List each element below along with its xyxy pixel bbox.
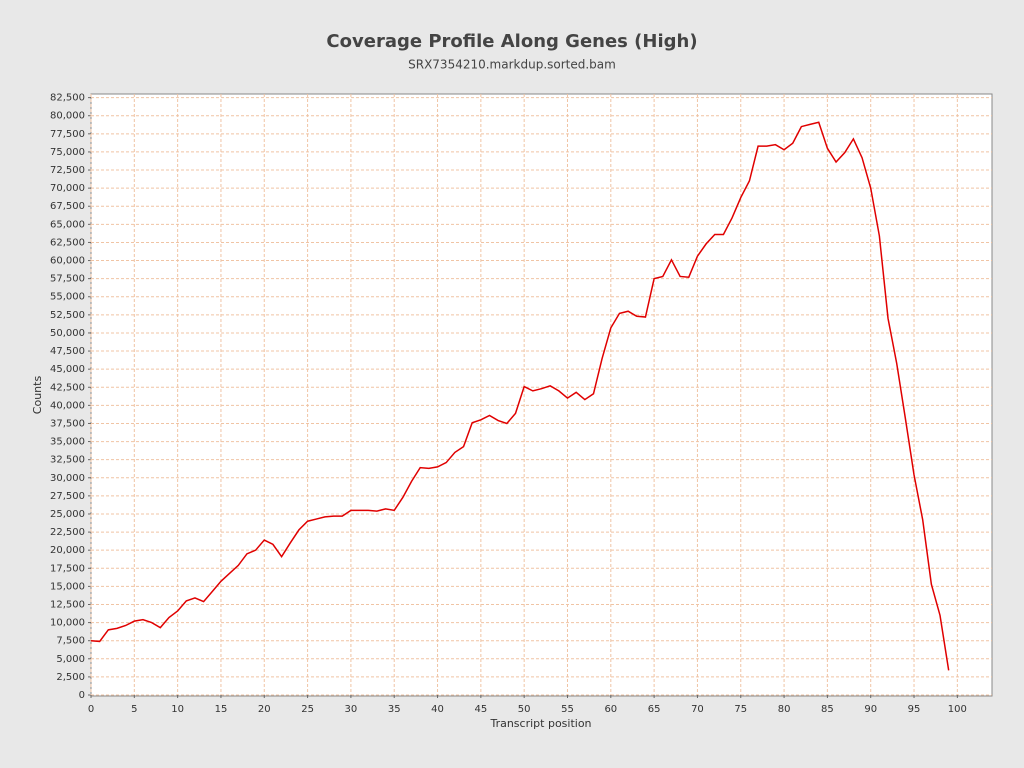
y-tick-label: 65,000	[50, 219, 85, 230]
x-axis-label: Transcript position	[489, 717, 591, 730]
y-tick-label: 37,500	[50, 418, 85, 429]
plot-area	[90, 93, 993, 697]
y-tick-label: 25,000	[50, 509, 85, 520]
y-tick-label: 15,000	[50, 581, 85, 592]
y-tick-label: 75,000	[50, 147, 85, 158]
y-axis-label: Counts	[31, 376, 44, 415]
x-tick-label: 55	[561, 704, 574, 715]
x-tick-label: 85	[821, 704, 834, 715]
y-tick-label: 62,500	[50, 237, 85, 248]
y-tick-label: 52,500	[50, 310, 85, 321]
y-tick-label: 27,500	[50, 491, 85, 502]
x-tick-label: 40	[431, 704, 444, 715]
y-tick-label: 35,000	[50, 437, 85, 448]
x-tick-label: 95	[908, 704, 921, 715]
y-tick-label: 32,500	[50, 455, 85, 466]
y-tick-label: 30,000	[50, 473, 85, 484]
y-tick-label: 82,500	[50, 93, 85, 104]
y-tick-label: 40,000	[50, 400, 85, 411]
x-tick-label: 75	[734, 704, 747, 715]
chart-title: Coverage Profile Along Genes (High)	[326, 31, 697, 52]
x-tick-label: 0	[88, 704, 94, 715]
y-tick-label: 77,500	[50, 129, 85, 140]
x-tick-label: 15	[215, 704, 228, 715]
y-tick-label: 5,000	[56, 654, 85, 665]
x-tick-label: 45	[474, 704, 487, 715]
y-tick-label: 22,500	[50, 527, 85, 538]
x-tick-label: 25	[301, 704, 314, 715]
x-tick-label: 100	[948, 704, 967, 715]
y-tick-label: 42,500	[50, 382, 85, 393]
x-tick-label: 60	[604, 704, 617, 715]
data-line	[90, 121, 950, 671]
y-tick-label: 72,500	[50, 165, 85, 176]
x-tick-label: 65	[648, 704, 661, 715]
y-tick-label: 55,000	[50, 292, 85, 303]
y-tick-label: 67,500	[50, 201, 85, 212]
y-tick-label: 7,500	[56, 636, 85, 647]
y-tick-label: 45,000	[50, 364, 85, 375]
y-tick-label: 60,000	[50, 256, 85, 267]
y-tick-label: 20,000	[50, 545, 85, 556]
x-tick-label: 35	[388, 704, 401, 715]
y-tick-label: 70,000	[50, 183, 85, 194]
x-tick-label: 80	[778, 704, 791, 715]
x-tick-label: 70	[691, 704, 704, 715]
x-tick-label: 20	[258, 704, 271, 715]
y-tick-label: 80,000	[50, 111, 85, 122]
x-tick-label: 10	[171, 704, 184, 715]
y-tick-label: 17,500	[50, 563, 85, 574]
x-tick-label: 50	[518, 704, 531, 715]
y-tick-label: 47,500	[50, 346, 85, 357]
y-tick-label: 12,500	[50, 599, 85, 610]
x-tick-label: 5	[131, 704, 137, 715]
y-tick-label: 57,500	[50, 274, 85, 285]
y-tick-label: 0	[79, 690, 85, 701]
x-tick-label: 30	[345, 704, 358, 715]
y-tick-label: 2,500	[56, 672, 85, 683]
y-tick-label: 10,000	[50, 618, 85, 629]
chart-subtitle: SRX7354210.markdup.sorted.bam	[408, 58, 616, 72]
x-tick-label: 90	[864, 704, 877, 715]
y-tick-label: 50,000	[50, 328, 85, 339]
